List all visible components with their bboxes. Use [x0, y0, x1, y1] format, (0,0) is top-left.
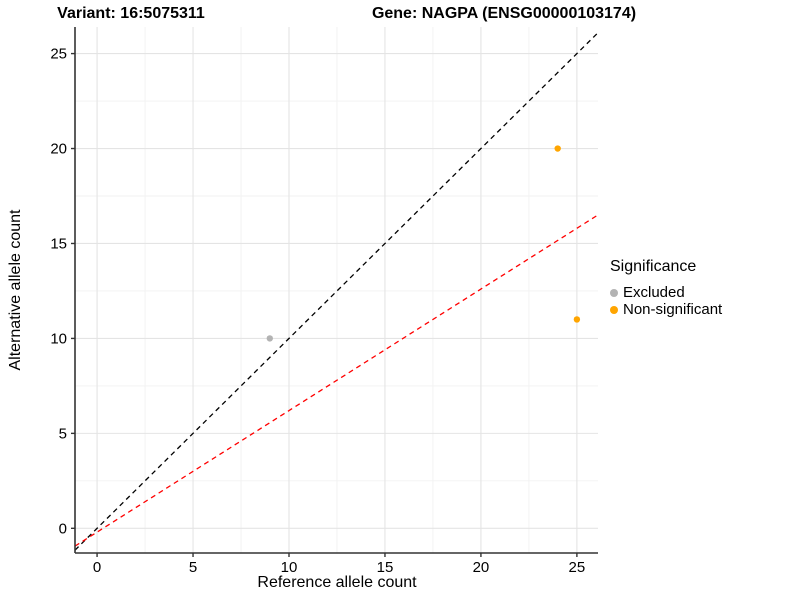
x-tick-label: 20: [473, 559, 490, 576]
y-axis-label: Alternative allele count: [7, 209, 24, 371]
data-point-excluded: [266, 335, 274, 342]
data-point-non-significant: [554, 145, 561, 152]
legend-item-label: Non-significant: [623, 301, 723, 318]
y-tick-label: 0: [59, 520, 67, 537]
variant-title: Variant: 16:5075311: [57, 5, 205, 22]
legend-item-non-significant: Non-significant: [610, 301, 722, 318]
excluded-dot-icon: [610, 288, 618, 297]
non-significant-dot-icon: [610, 305, 618, 314]
x-tick-label: 10: [281, 559, 298, 576]
gene-title: Gene: NAGPA (ENSG00000103174): [371, 5, 637, 22]
x-tick-label: 0: [93, 559, 101, 576]
legend-item-label: Excluded: [623, 284, 685, 301]
y-tick-label: 15: [50, 235, 67, 252]
legend: Significance Excluded Non-significant: [610, 258, 722, 318]
y-tick-label: 10: [50, 330, 67, 347]
x-tick-label: 5: [189, 559, 197, 576]
data-point-non-significant: [573, 316, 581, 323]
x-axis-label: Reference allele count: [257, 574, 417, 591]
y-tick-label: 20: [50, 141, 67, 158]
red-dashed-line: [75, 214, 598, 547]
x-tick-label: 15: [377, 559, 394, 576]
y-tick-label: 25: [50, 46, 67, 63]
x-tick-label: 25: [569, 559, 586, 576]
legend-item-excluded: Excluded: [610, 284, 722, 301]
y-tick-label: 5: [59, 425, 67, 442]
plot-panel: [75, 27, 598, 553]
legend-title: Significance: [610, 258, 697, 275]
identity-line: [75, 32, 598, 551]
